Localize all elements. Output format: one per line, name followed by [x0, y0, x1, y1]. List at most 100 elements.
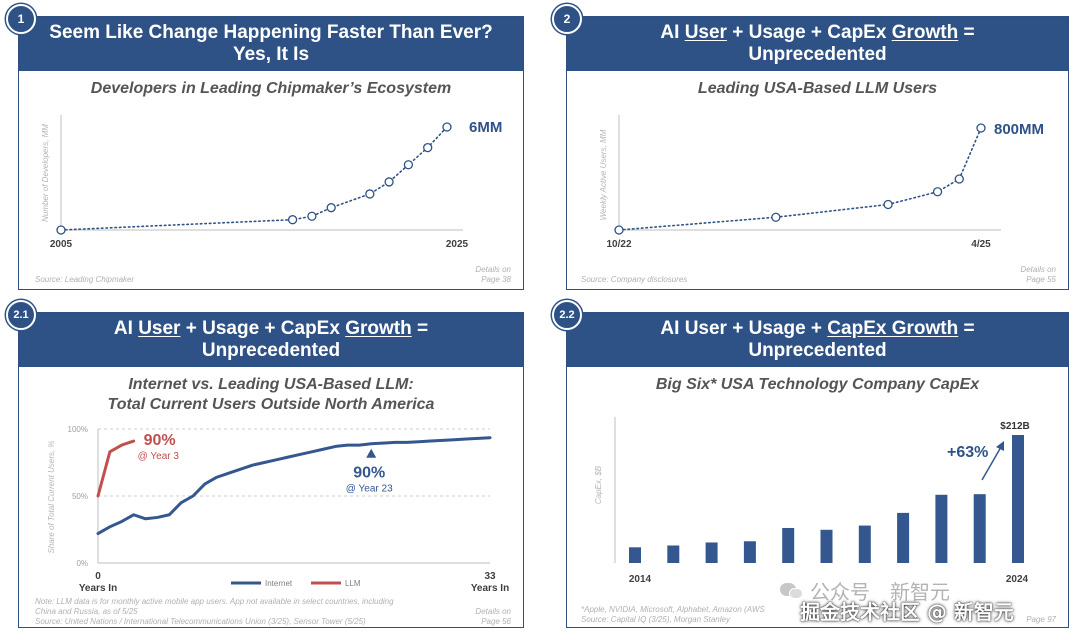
panel-1-details-line2: Page 38 [481, 275, 511, 284]
panel-3-details-line2: Page 56 [481, 617, 511, 626]
panel-1-title-line2: Yes, It Is [232, 44, 310, 65]
developers-series-line [60, 126, 448, 231]
panel-3-subtitle-line1: Internet vs. Leading USA-Based LLM: [128, 376, 414, 393]
panel-1-details-line1: Details on [475, 265, 511, 274]
panel-4-badge: 2.2 [552, 300, 582, 330]
data-point-5 [384, 177, 394, 187]
panel-1-header: Seem Like Change Happening Faster Than E… [19, 17, 523, 71]
panel-3-subtitle: Internet vs. Leading USA-Based LLM: Tota… [19, 375, 523, 415]
panel-2-title-user: User [684, 22, 727, 43]
panel-capex: AI User + Usage + CapEx Growth = Unprece… [566, 312, 1069, 628]
panel-3-note-line1: Note: LLM data is for monthly active mob… [35, 597, 394, 606]
wechat-icon [780, 581, 804, 601]
legend-label-internet: Internet [265, 579, 293, 588]
x-tick-label-end: 4/25 [971, 239, 991, 250]
bar-2023 [973, 494, 986, 563]
panel-1-details: Details on Page 38 [475, 265, 511, 285]
data-point-4 [954, 174, 964, 184]
y-axis-title: Number of Developers, MM [41, 124, 50, 222]
panel-3-title-part: + Usage + CapEx [180, 318, 346, 339]
panel-1-subtitle: Developers in Leading Chipmaker’s Ecosys… [90, 80, 452, 97]
x-tick-label-start: 0 [95, 571, 101, 582]
series-line-internet [96, 436, 492, 536]
x-tick-label-end: 2024 [1006, 574, 1029, 585]
panel-4-note-line: *Apple, NVIDIA, Microsoft, Alphabet, Ama… [581, 605, 765, 614]
series-line-llm [96, 439, 136, 498]
end-value-label: 6MM [469, 119, 502, 136]
bar-2016 [705, 542, 718, 563]
panel-2-title-line2: Unprecedented [748, 44, 887, 65]
panel-2-title-part: AI [660, 22, 685, 43]
panel-3-source: Source: United Nations / International T… [35, 617, 366, 626]
panel-2-subtitle: Leading USA-Based LLM Users [697, 80, 938, 97]
internet-marker-triangle [366, 448, 377, 458]
panel-1-source: Source: Leading Chipmaker [35, 275, 135, 284]
bar-2020 [858, 525, 871, 563]
panel-3-note-line2: China and Russia, as of 5/25 [35, 607, 138, 616]
x-tick-label-start: 2005 [50, 239, 73, 250]
data-point-6 [403, 160, 414, 170]
growth-arrow-head [996, 441, 1004, 451]
x-tick-label-end: 33 [484, 571, 496, 582]
llm-annotation-value: 90% [144, 432, 176, 449]
panel-3-title-part: = [411, 318, 429, 339]
internet-annotation-label: @ Year 23 [346, 484, 393, 495]
x-tick-label-start: 2014 [629, 574, 652, 585]
bar-2024 [1012, 435, 1024, 563]
panel-2-title-line1: AI User + Usage + CapEx Growth = [660, 22, 974, 44]
bar-2017 [743, 541, 756, 563]
llm-annotation-label: @ Year 3 [138, 451, 180, 462]
panel-3-note: Note: LLM data is for monthly active mob… [35, 597, 394, 627]
data-point-4 [365, 189, 375, 199]
data-point-3 [326, 203, 336, 213]
panel-llm-users: AI User + Usage + CapEx Growth = Unprece… [566, 16, 1069, 290]
panel-2-title-part: = [958, 22, 975, 43]
y-axis-title: Weekly Active Users, MM [599, 129, 608, 220]
llm-users-series-line [618, 127, 982, 231]
data-point-7 [423, 142, 433, 153]
panel-2-title-part: + Usage + CapEx [726, 22, 892, 43]
y-axis-title: Share of Total Current Users, % [47, 440, 56, 553]
x-tick-label-end: 2025 [446, 239, 469, 250]
panel-2-title-growth: Growth [891, 22, 959, 43]
panel-3-subtitle-line2: Total Current Users Outside North Americ… [107, 396, 435, 413]
panel-4-title-line2: Unprecedented [748, 340, 887, 361]
panel-3-title-line2: Unprecedented [201, 340, 341, 361]
watermark-brand: 新智元 [890, 580, 950, 604]
bar-2014 [629, 547, 641, 563]
data-point-2 [883, 199, 893, 210]
y-tick-label-100: 100% [68, 425, 88, 434]
panel-3-details-line1: Details on [475, 607, 511, 616]
x-tick-label-start: 10/22 [606, 239, 631, 250]
panel-4-subtitle: Big Six* USA Technology Company CapEx [655, 376, 980, 393]
watermark-site: 掘金技术社区 @ 新智元 [800, 600, 1014, 624]
internet-annotation-value: 90% [353, 465, 385, 482]
panel-4-note: *Apple, NVIDIA, Microsoft, Alphabet, Ama… [581, 605, 765, 625]
panel-3-title-growth: Growth [345, 318, 412, 339]
panel-2-details: Details on Page 55 [1020, 265, 1056, 285]
growth-label: +63% [947, 444, 988, 461]
bar-value-label-2024: $212B [1000, 421, 1029, 432]
bar-2022 [935, 494, 948, 563]
panel-4-details: Page 97 [1026, 615, 1056, 624]
bar-2015 [667, 545, 680, 563]
panel-3-title-part: AI [113, 318, 139, 339]
panel-3-header: AI User + Usage + CapEx Growth = Unprece… [19, 313, 523, 367]
watermark-logo-text: 公众号 [810, 580, 870, 604]
bar-2021 [897, 512, 910, 563]
panel-3-title-user: User [138, 318, 181, 339]
data-point-0 [56, 225, 66, 235]
panel-developers: Seem Like Change Happening Faster Than E… [18, 16, 524, 290]
data-point-1 [771, 212, 781, 222]
panel-4-title-line1: AI User + Usage + CapEx Growth = [660, 318, 974, 340]
data-point-0 [614, 225, 624, 235]
data-point-2 [307, 211, 317, 221]
x-tick-label-start-unit: Years In [79, 583, 117, 594]
data-point-8 [442, 122, 452, 132]
panel-4-title-part: AI User + Usage + [660, 318, 828, 339]
data-point-5 [976, 123, 986, 133]
panel-3-details: Details on Page 56 [475, 607, 511, 627]
panel-2-badge: 2 [552, 4, 582, 34]
llm-users-line-chart: Weekly Active Users, MM 10/22 4/25 800MM [599, 115, 1044, 250]
panel-1-title-line1: Seem Like Change Happening Faster Than E… [49, 22, 493, 43]
